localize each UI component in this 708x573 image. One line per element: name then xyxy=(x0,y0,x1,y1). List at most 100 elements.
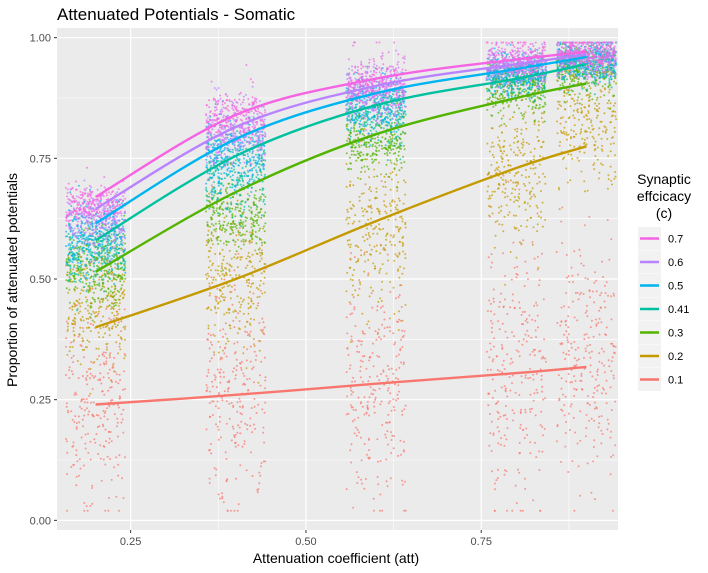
data-point xyxy=(584,277,587,280)
data-point xyxy=(81,260,84,263)
data-point xyxy=(107,272,110,275)
data-point xyxy=(514,95,517,97)
data-point xyxy=(508,211,511,214)
data-point xyxy=(564,432,567,434)
data-point xyxy=(403,440,405,443)
data-point xyxy=(542,172,544,175)
data-point xyxy=(105,440,107,443)
data-point xyxy=(567,133,570,136)
data-point xyxy=(216,287,219,290)
data-point xyxy=(65,438,68,440)
data-point xyxy=(498,328,501,331)
data-point xyxy=(606,102,609,105)
data-point xyxy=(613,130,616,133)
data-point xyxy=(240,420,243,423)
data-point xyxy=(119,275,122,277)
data-point xyxy=(400,141,403,144)
data-point xyxy=(486,98,489,101)
data-point xyxy=(493,313,496,316)
data-point xyxy=(239,412,242,415)
data-point xyxy=(398,310,400,313)
data-point xyxy=(123,289,126,292)
data-point xyxy=(562,130,565,133)
data-point xyxy=(256,236,259,239)
data-point xyxy=(541,225,544,228)
data-point xyxy=(400,133,402,136)
data-point xyxy=(532,163,535,166)
data-point xyxy=(587,99,590,102)
data-point xyxy=(523,310,526,313)
data-point xyxy=(359,359,362,362)
data-point xyxy=(514,99,517,102)
data-point xyxy=(371,154,374,157)
data-point xyxy=(570,137,572,140)
data-point xyxy=(224,228,226,231)
data-point xyxy=(68,288,71,291)
data-point xyxy=(222,201,225,203)
data-point xyxy=(395,163,398,166)
data-point xyxy=(101,390,104,393)
data-point xyxy=(375,153,378,156)
data-point xyxy=(212,262,214,265)
data-point xyxy=(237,238,239,241)
data-point xyxy=(386,259,389,262)
data-point xyxy=(229,197,232,199)
data-point xyxy=(607,422,610,425)
data-point xyxy=(72,441,75,444)
data-point xyxy=(589,131,592,134)
data-point xyxy=(579,132,582,135)
data-point xyxy=(511,361,514,364)
data-point xyxy=(597,110,600,113)
data-point xyxy=(565,292,567,294)
data-point xyxy=(363,208,366,211)
data-point xyxy=(526,329,529,332)
data-point xyxy=(490,266,493,269)
data-point xyxy=(99,301,101,304)
data-point xyxy=(218,415,221,418)
data-point xyxy=(569,77,572,80)
data-point xyxy=(87,273,90,276)
data-point xyxy=(82,356,85,359)
data-point xyxy=(226,202,229,205)
data-point xyxy=(352,284,354,287)
data-point xyxy=(74,391,77,394)
data-point xyxy=(507,105,510,108)
data-point xyxy=(540,117,543,119)
data-point xyxy=(242,383,245,386)
data-point xyxy=(215,311,218,314)
data-point xyxy=(241,223,244,226)
data-point xyxy=(544,397,547,400)
data-point xyxy=(612,454,615,457)
data-point xyxy=(605,128,608,131)
data-point xyxy=(211,385,214,388)
data-point xyxy=(536,391,539,394)
data-point xyxy=(262,328,264,331)
data-point xyxy=(242,352,245,355)
data-point xyxy=(544,182,547,185)
data-point xyxy=(216,425,219,428)
data-point xyxy=(371,306,374,309)
data-point xyxy=(514,199,517,202)
data-point xyxy=(225,229,228,232)
data-point xyxy=(348,367,351,370)
data-point xyxy=(214,298,217,301)
data-point xyxy=(502,414,505,417)
data-point xyxy=(363,413,366,416)
data-point xyxy=(605,402,608,405)
data-point xyxy=(590,319,593,322)
data-point xyxy=(579,379,582,382)
data-point xyxy=(240,214,243,217)
data-point xyxy=(225,215,228,218)
data-point xyxy=(219,358,222,361)
data-point xyxy=(496,220,499,222)
data-point xyxy=(88,286,91,289)
data-point xyxy=(258,199,261,202)
data-point xyxy=(260,360,263,363)
data-point xyxy=(245,469,248,472)
data-point xyxy=(380,244,382,247)
data-point xyxy=(490,145,493,148)
data-point xyxy=(526,160,529,163)
data-point xyxy=(227,388,229,390)
data-point xyxy=(378,271,381,274)
